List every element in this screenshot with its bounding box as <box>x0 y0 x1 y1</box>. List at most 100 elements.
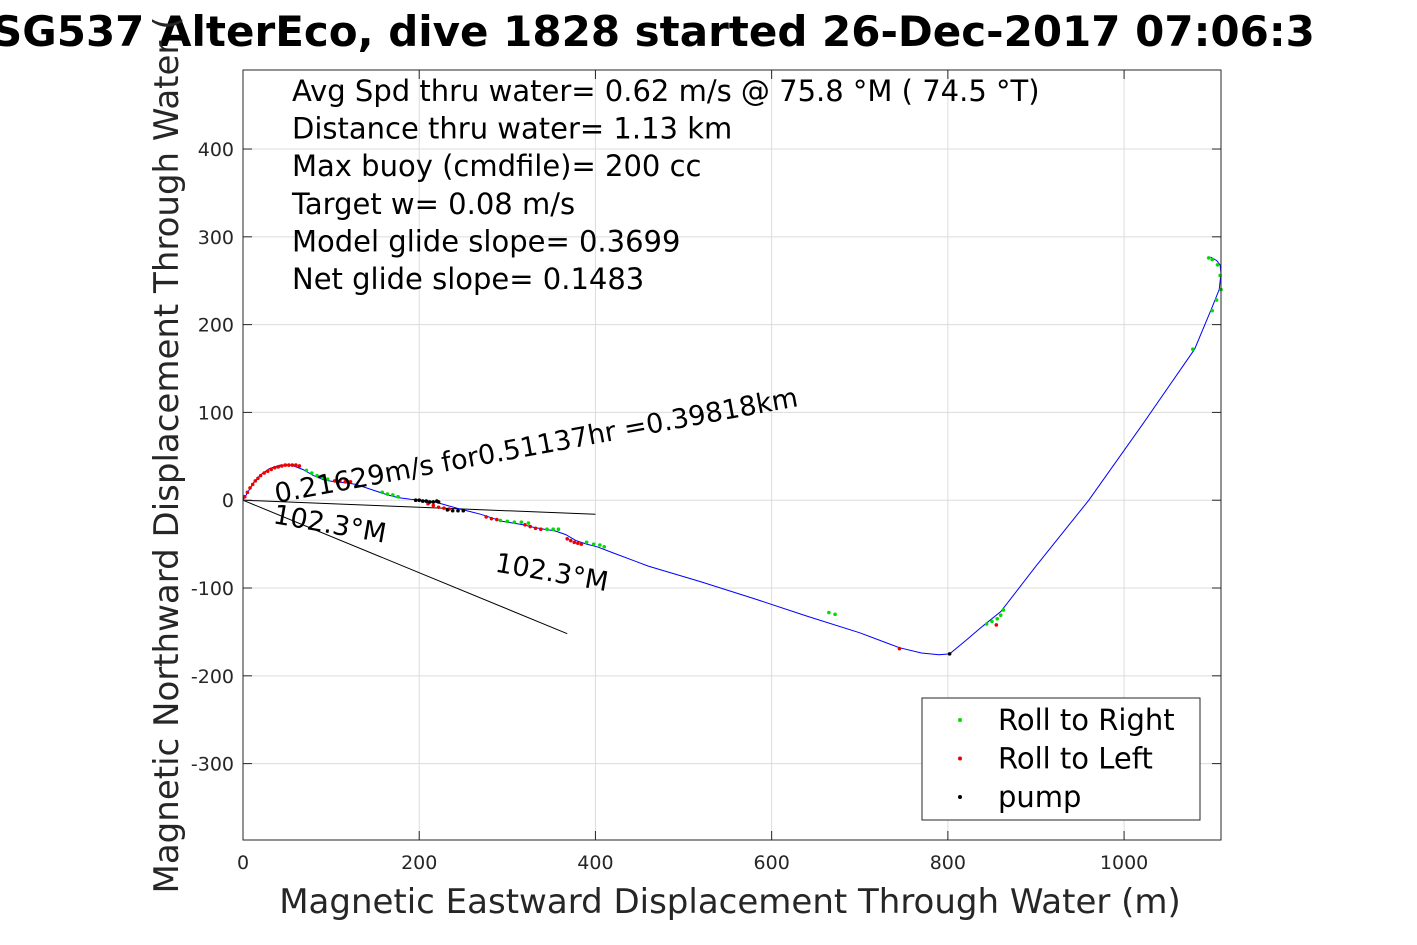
roll-right-marker <box>320 475 325 480</box>
x-axis-label: Magnetic Eastward Displacement Through W… <box>279 882 1181 922</box>
x-tick-label: 0 <box>237 852 249 874</box>
roll-right-marker <box>512 520 517 524</box>
roll-left-marker <box>568 538 573 543</box>
roll-right-marker <box>602 544 607 549</box>
roll-right-marker <box>309 471 314 475</box>
roll-left-marker <box>279 464 284 468</box>
roll-left-marker <box>269 467 273 472</box>
roll-left-marker <box>245 490 250 495</box>
roll-right-marker <box>995 616 1000 621</box>
tick-labels: 0 200 400 600 800 1000 -300 -200 -100 0 100 200 300 4… <box>191 139 1148 874</box>
y-tick-label: -100 <box>191 578 234 600</box>
pump-marker <box>420 499 425 503</box>
pump-marker <box>424 499 429 503</box>
pump-marker <box>431 500 436 504</box>
roll-left-marker <box>579 542 584 546</box>
roll-left-marker <box>523 523 527 527</box>
roll-right-marker <box>1001 608 1006 612</box>
stat-line: Model glide slope= 0.3699 <box>292 224 680 258</box>
y-axis-label: Magnetic Northward Displacement Through … <box>147 17 187 894</box>
roll-right-marker <box>315 473 319 478</box>
roll-right-marker <box>1214 298 1219 302</box>
legend-marker <box>958 795 962 799</box>
roll-left-marker <box>528 524 533 529</box>
roll-right-marker <box>325 477 330 481</box>
roll-left-marker <box>484 515 488 519</box>
pump-marker <box>445 508 450 512</box>
roll-left-marker <box>533 526 538 531</box>
pump-marker <box>456 508 460 513</box>
reference-lines <box>242 499 596 635</box>
plot-frame <box>242 69 1222 841</box>
pump-marker <box>947 652 952 656</box>
roll-right-marker <box>1215 263 1220 267</box>
roll-left-marker <box>276 465 281 469</box>
roll-left-marker <box>256 476 260 481</box>
stats-box: Avg Spd thru water= 0.62 m/s @ 75.8 °M (… <box>291 74 1040 296</box>
roll-right-marker <box>998 613 1003 618</box>
roll-left-marker <box>250 482 255 487</box>
stat-line: Target w= 0.08 m/s <box>291 187 575 221</box>
roll-left-marker <box>242 494 247 499</box>
roll-left-marker <box>539 527 543 531</box>
roll-left-marker <box>258 473 263 478</box>
roll-left-marker <box>290 463 295 467</box>
pump-marker <box>417 498 422 503</box>
roll-left-marker <box>283 463 288 467</box>
roll-right-marker <box>1191 347 1195 352</box>
roll-left-marker <box>248 486 252 490</box>
y-tick-label: 400 <box>198 139 234 161</box>
dive-track-line <box>242 256 1222 656</box>
roll-right-marker <box>598 543 602 547</box>
x-tick-label: 200 <box>401 852 437 874</box>
x-tick-label: 1000 <box>1100 852 1148 874</box>
stat-line: Distance thru water= 1.13 km <box>292 112 732 146</box>
roll-left-marker <box>294 463 298 467</box>
roll-left-marker <box>265 469 270 474</box>
x-tick-label: 800 <box>930 852 966 874</box>
x-tick-label: 600 <box>754 852 790 874</box>
legend: Roll to Right Roll to Left pump <box>921 697 1201 821</box>
roll-right-marker <box>396 494 400 499</box>
roll-left-marker <box>332 479 337 483</box>
roll-right-marker <box>380 490 385 495</box>
grid <box>242 70 1221 840</box>
roll-right-marker <box>390 493 395 497</box>
roll-left-marker <box>431 503 436 508</box>
roll-left-marker <box>253 479 258 483</box>
roll-right-marker <box>304 468 309 473</box>
roll-left-marker <box>262 471 266 475</box>
roll-left-marker <box>287 463 291 467</box>
legend-marker <box>958 718 962 722</box>
roll-right-marker <box>990 619 994 624</box>
pump-marker <box>436 500 441 504</box>
roll-left-marker <box>494 517 499 522</box>
y-tick-label: 300 <box>198 227 234 249</box>
roll-right-marker <box>833 612 837 617</box>
roll-left-marker <box>272 465 277 470</box>
roll-right-marker <box>545 527 549 531</box>
roll-right-marker <box>1206 256 1211 260</box>
roll-left-marker <box>343 479 348 484</box>
roll-right-marker <box>505 519 510 524</box>
y-tick-label: -200 <box>191 666 234 688</box>
roll-right-marker <box>584 540 589 545</box>
roll-left-marker <box>297 464 302 468</box>
heading-reference-line <box>242 499 596 515</box>
roll-left-marker <box>348 479 353 484</box>
ticks <box>242 70 1221 840</box>
roll-left-marker <box>576 541 580 546</box>
roll-left-marker <box>897 646 902 651</box>
roll-right-marker <box>526 521 531 525</box>
y-tick-label: -300 <box>191 754 234 776</box>
roll-left-marker <box>565 537 570 541</box>
pump-marker <box>461 508 466 513</box>
roll-right-marker <box>591 542 596 546</box>
legend-box <box>921 697 1201 821</box>
roll-right-marker <box>1210 308 1214 313</box>
legend-entry-label: Roll to Left <box>998 742 1153 776</box>
legend-entry-label: Roll to Right <box>998 703 1175 737</box>
y-tick-label: 0 <box>222 490 234 512</box>
y-tick-label: 100 <box>198 402 234 424</box>
roll-right-marker <box>1210 257 1214 262</box>
